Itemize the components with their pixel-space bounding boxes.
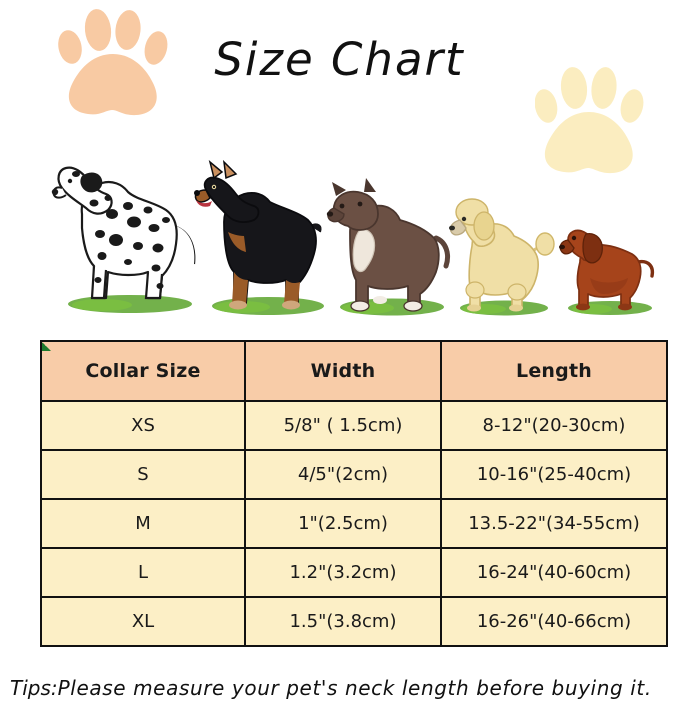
dog-illustration-row	[38, 126, 655, 316]
cell-collar-size: S	[40, 449, 246, 500]
table-row: S 4/5"(2cm) 10-16"(25-40cm)	[40, 449, 668, 500]
cell-width: 5/8" ( 1.5cm)	[244, 400, 442, 451]
table-row: XL 1.5"(3.8cm) 16-26"(40-66cm)	[40, 596, 668, 647]
cell-collar-size: M	[40, 498, 246, 549]
size-chart-table: Collar Size Width Length XS 5/8" ( 1.5cm…	[40, 340, 668, 647]
cell-width: 1"(2.5cm)	[244, 498, 442, 549]
page-title: Size Chart	[214, 33, 465, 86]
dog-illustration-dachshund	[556, 216, 660, 316]
cell-length: 10-16"(25-40cm)	[440, 449, 668, 500]
dog-illustration-pitbull	[320, 176, 460, 316]
cell-width: 1.2"(3.2cm)	[244, 547, 442, 598]
tips-line: Tips:Please measure your pet's neck leng…	[10, 676, 679, 700]
dog-illustration-dalmatian	[42, 148, 210, 316]
dog-illustration-poodle	[446, 198, 558, 316]
table-header-row: Collar Size Width Length	[40, 340, 668, 402]
tips-text: Please measure your pet's neck length be…	[57, 676, 652, 700]
cell-length: 16-26"(40-66cm)	[440, 596, 668, 647]
column-header-length: Length	[440, 340, 668, 402]
table-header: Collar Size Width Length	[40, 340, 668, 402]
cell-length: 13.5-22"(34-55cm)	[440, 498, 668, 549]
table-row: XS 5/8" ( 1.5cm) 8-12"(20-30cm)	[40, 400, 668, 451]
cell-collar-size: L	[40, 547, 246, 598]
table-row: L 1.2"(3.2cm) 16-24"(40-60cm)	[40, 547, 668, 598]
table-body: XS 5/8" ( 1.5cm) 8-12"(20-30cm) S 4/5"(2…	[40, 400, 668, 647]
cell-width: 4/5"(2cm)	[244, 449, 442, 500]
column-header-collar-size: Collar Size	[40, 340, 246, 402]
tips-label: Tips:	[10, 676, 58, 700]
table-row: M 1"(2.5cm) 13.5-22"(34-55cm)	[40, 498, 668, 549]
cell-length: 16-24"(40-60cm)	[440, 547, 668, 598]
dog-illustration-doberman	[190, 160, 342, 316]
cell-collar-size: XS	[40, 400, 246, 451]
column-header-width: Width	[244, 340, 442, 402]
cell-collar-size: XL	[40, 596, 246, 647]
cell-length: 8-12"(20-30cm)	[440, 400, 668, 451]
cell-width: 1.5"(3.8cm)	[244, 596, 442, 647]
